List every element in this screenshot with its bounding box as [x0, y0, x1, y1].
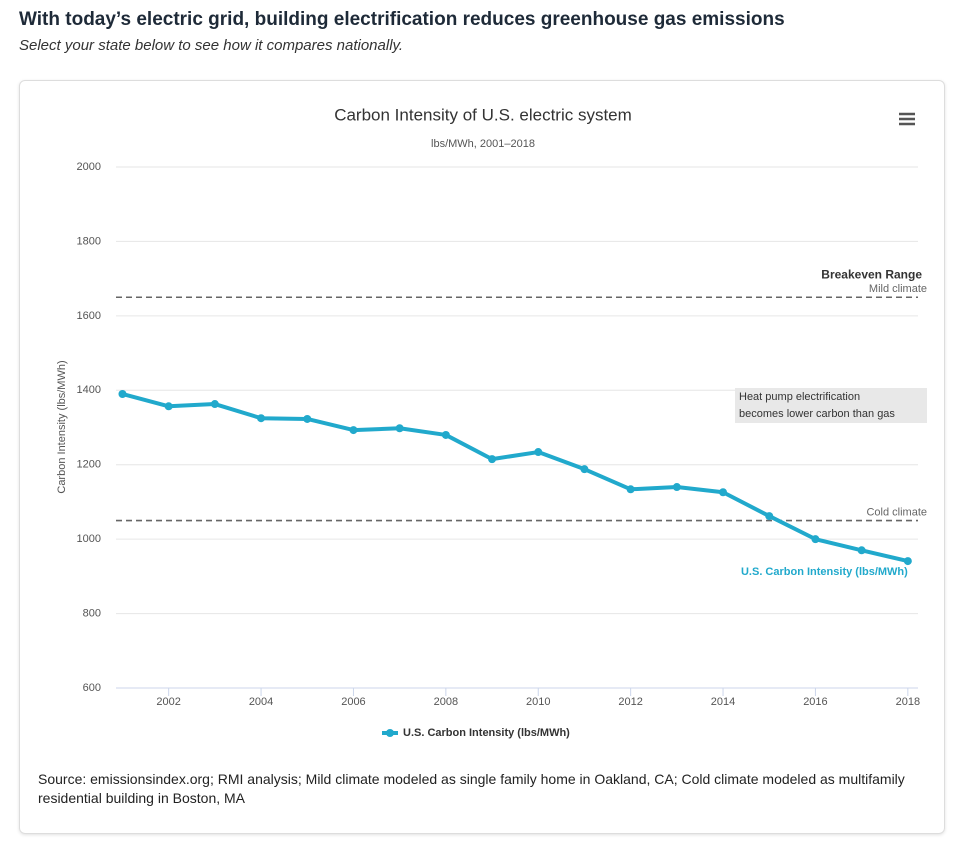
series-label: U.S. Carbon Intensity (lbs/MWh) [741, 566, 908, 578]
x-tick-label: 2008 [434, 696, 458, 708]
page-title: With today’s electric grid, building ele… [19, 9, 785, 30]
data-point [903, 557, 912, 566]
y-tick-label: 1400 [77, 384, 101, 396]
data-point [488, 455, 497, 464]
data-point [164, 402, 173, 411]
data-point [857, 546, 866, 555]
chart-subtitle: lbs/MWh, 2001–2018 [431, 138, 535, 150]
data-point [626, 485, 635, 494]
data-point [811, 535, 820, 544]
annotation-box [735, 388, 927, 423]
y-tick-label: 800 [83, 607, 101, 619]
y-tick-label: 1600 [77, 310, 101, 322]
x-tick-label: 2016 [803, 696, 827, 708]
y-tick-label: 1000 [77, 533, 101, 545]
annotation-text: becomes lower carbon than gas [739, 408, 895, 420]
chart-title: Carbon Intensity of U.S. electric system [334, 105, 632, 124]
x-tick-label: 2006 [341, 696, 365, 708]
source-note: Source: emissionsindex.org; RMI analysis… [38, 771, 905, 806]
data-point [118, 390, 127, 399]
x-tick-label: 2010 [526, 696, 550, 708]
data-point [765, 512, 774, 521]
reference-label: Mild climate [869, 283, 927, 295]
x-tick-label: 2018 [896, 696, 920, 708]
legend-marker [386, 729, 394, 737]
y-tick-label: 600 [83, 682, 101, 694]
y-tick-label: 1200 [77, 459, 101, 471]
y-tick-label: 2000 [77, 161, 101, 173]
y-tick-label: 1800 [77, 235, 101, 247]
data-point [349, 426, 358, 435]
x-tick-label: 2002 [156, 696, 180, 708]
data-point [257, 414, 266, 423]
annotation-text: Heat pump electrification [739, 391, 860, 403]
page-subtitle: Select your state below to see how it co… [19, 37, 404, 54]
series-line [121, 392, 909, 564]
menu-button[interactable] [895, 108, 919, 130]
x-tick-label: 2004 [249, 696, 273, 708]
data-point [395, 424, 404, 433]
legend-label: U.S. Carbon Intensity (lbs/MWh) [403, 727, 570, 739]
data-point [580, 465, 589, 474]
data-point [303, 414, 312, 423]
reference-title: Breakeven Range [821, 267, 922, 281]
data-point [534, 448, 543, 457]
data-point [210, 400, 219, 409]
x-tick-label: 2012 [618, 696, 642, 708]
data-point [719, 488, 728, 497]
y-axis-title: Carbon Intensity (lbs/MWh) [56, 360, 68, 493]
reference-label: Cold climate [866, 506, 927, 518]
chart-card [19, 80, 945, 834]
data-point [441, 430, 450, 439]
x-tick-label: 2014 [711, 696, 735, 708]
data-point [672, 483, 681, 492]
